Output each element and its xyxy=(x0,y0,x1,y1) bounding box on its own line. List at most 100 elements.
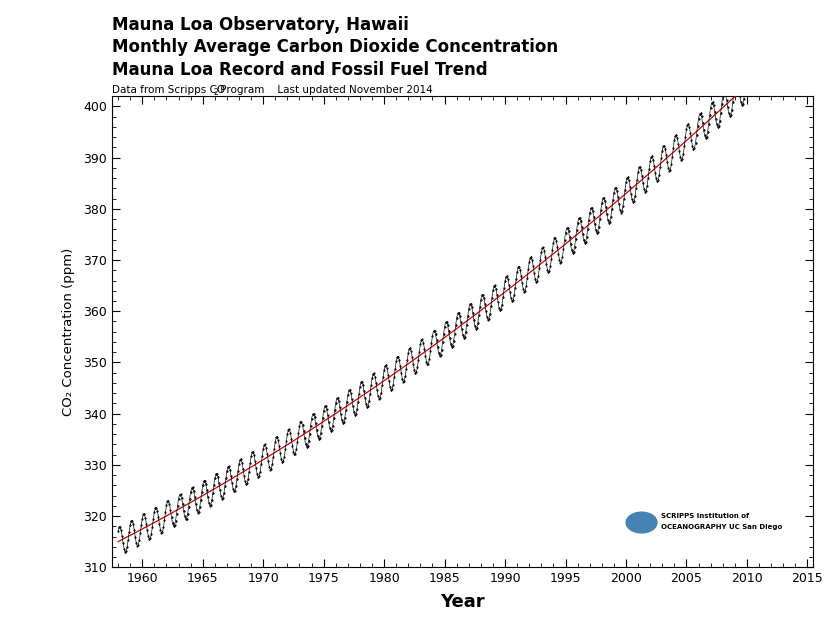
Point xyxy=(322,417,335,428)
Point xyxy=(788,23,802,33)
Point xyxy=(500,271,513,281)
Point xyxy=(402,348,415,358)
Point xyxy=(772,65,785,76)
Point xyxy=(168,520,181,530)
Point xyxy=(711,122,725,133)
Point xyxy=(575,222,588,233)
Point xyxy=(287,446,300,456)
Point xyxy=(364,388,377,399)
Point xyxy=(692,113,705,124)
Point xyxy=(194,495,208,505)
Point xyxy=(314,428,327,438)
Point xyxy=(783,51,796,62)
Point xyxy=(591,227,604,237)
Point xyxy=(788,31,801,41)
Point xyxy=(774,51,788,62)
Point xyxy=(352,388,365,399)
Point xyxy=(610,186,623,196)
Point xyxy=(441,320,454,330)
Point xyxy=(388,363,402,374)
Point xyxy=(653,162,666,172)
Point xyxy=(344,388,358,399)
Point xyxy=(569,234,582,244)
Point xyxy=(731,78,745,88)
Point xyxy=(334,409,348,419)
Point xyxy=(349,410,362,420)
Point xyxy=(164,505,177,515)
Point xyxy=(581,224,594,234)
Point xyxy=(125,515,139,526)
Point xyxy=(144,533,157,544)
Point xyxy=(257,440,271,450)
Point xyxy=(666,151,679,162)
Point xyxy=(398,371,412,381)
Point xyxy=(661,157,674,167)
Point xyxy=(656,146,669,156)
Point xyxy=(798,36,811,46)
Point xyxy=(650,173,663,183)
Point xyxy=(428,326,442,336)
Point xyxy=(768,44,781,54)
Point xyxy=(373,394,386,404)
Point xyxy=(462,304,476,314)
Point xyxy=(530,276,544,286)
Point xyxy=(558,235,571,246)
Point xyxy=(695,112,708,122)
Point xyxy=(128,525,141,535)
Point xyxy=(554,256,568,267)
Point xyxy=(539,252,552,262)
Point xyxy=(675,155,688,165)
Point xyxy=(606,195,619,205)
Point xyxy=(524,253,537,263)
Point xyxy=(742,63,755,74)
Point xyxy=(415,335,428,345)
Point xyxy=(750,74,764,85)
Point xyxy=(337,417,350,428)
Point xyxy=(694,108,707,119)
Point xyxy=(576,229,589,239)
Point xyxy=(389,356,403,367)
Point xyxy=(720,96,734,106)
Point xyxy=(719,89,732,99)
Point xyxy=(299,438,312,449)
Point xyxy=(383,376,396,387)
Point xyxy=(189,499,203,509)
Point xyxy=(574,216,588,226)
Point xyxy=(255,459,268,469)
Point xyxy=(597,192,610,203)
Point xyxy=(271,432,284,442)
Point xyxy=(439,317,452,328)
Point xyxy=(408,368,422,378)
Point xyxy=(605,204,618,214)
Point xyxy=(208,480,221,490)
Point xyxy=(326,420,339,431)
Point xyxy=(740,69,754,79)
Point xyxy=(759,77,773,87)
Point xyxy=(210,469,223,479)
Point xyxy=(537,242,550,253)
Point xyxy=(440,317,453,327)
Point xyxy=(383,382,397,392)
Point xyxy=(225,478,238,488)
Text: Monthly Average Carbon Dioxide Concentration: Monthly Average Carbon Dioxide Concentra… xyxy=(112,38,558,56)
Point xyxy=(713,116,726,126)
Point xyxy=(298,433,311,443)
Point xyxy=(162,496,175,506)
Point xyxy=(436,337,449,347)
Point xyxy=(152,512,165,522)
Point xyxy=(673,146,686,156)
Point xyxy=(192,506,205,517)
Point xyxy=(458,332,471,342)
Point xyxy=(153,519,166,529)
Point xyxy=(280,436,293,446)
Point xyxy=(544,254,558,264)
Point xyxy=(474,294,487,304)
Point xyxy=(224,470,237,481)
Point xyxy=(199,479,212,489)
Point xyxy=(328,404,341,415)
Point xyxy=(546,245,559,255)
Point xyxy=(166,518,179,528)
Point xyxy=(279,444,292,454)
Point xyxy=(775,42,788,53)
Point xyxy=(129,532,142,542)
